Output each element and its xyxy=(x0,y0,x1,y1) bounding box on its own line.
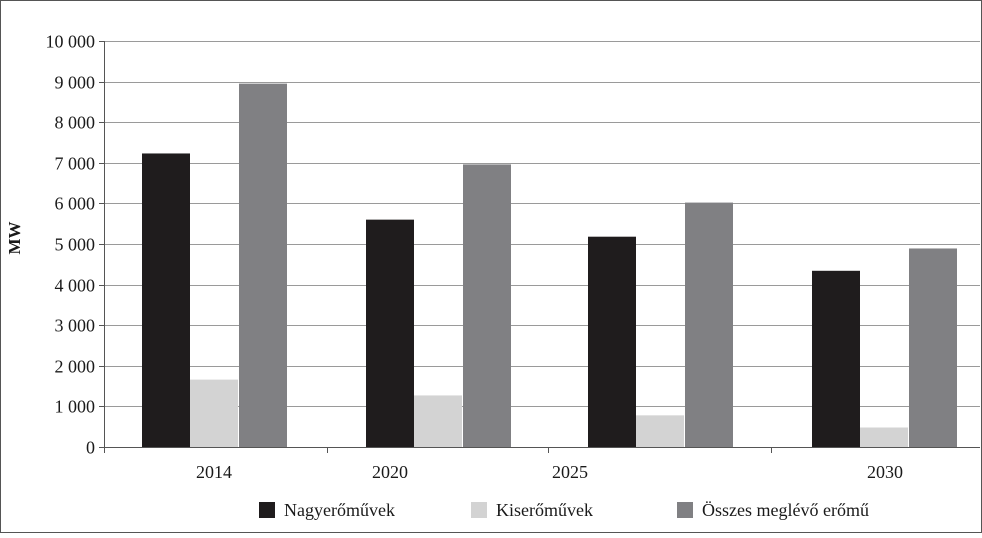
axes: 0 1 000 2 000 3 000 4 000 5 000 6 000 7 000 8 00… xyxy=(46,32,980,482)
y-tick-label: 10 000 xyxy=(46,32,96,52)
legend-label: Összes meglévő erőmű xyxy=(702,500,869,520)
x-tick-label: 2020 xyxy=(372,462,408,482)
y-tick-label: 2 000 xyxy=(55,357,96,377)
bar-2030-2 xyxy=(909,248,957,447)
legend: Nagyerőművek Kiserőművek Összes meglévő er… xyxy=(259,500,869,520)
x-tick-label: 2014 xyxy=(196,462,232,482)
legend-swatch xyxy=(259,502,275,518)
bar-2030-1 xyxy=(860,427,908,447)
y-tick-label: 9 000 xyxy=(55,73,96,93)
bar-2030-0 xyxy=(812,270,860,447)
y-tick-label: 3 000 xyxy=(55,316,96,336)
y-tick-label: 1 000 xyxy=(55,397,96,417)
legend-label: Kiserőművek xyxy=(496,500,593,520)
bar-2014-0 xyxy=(142,153,190,447)
legend-swatch xyxy=(677,502,693,518)
bar-2025-2 xyxy=(685,202,733,447)
bar-2014-1 xyxy=(190,379,238,447)
y-tick-label: 7 000 xyxy=(55,154,96,174)
bars xyxy=(142,83,957,447)
y-tick-label: 4 000 xyxy=(55,276,96,296)
x-tick-label: 2030 xyxy=(867,462,903,482)
bar-2020-2 xyxy=(463,164,511,447)
bar-2014-2 xyxy=(239,83,287,447)
y-tick-label: 5 000 xyxy=(55,235,96,255)
x-tick-label: 2025 xyxy=(552,462,588,482)
legend-label: Nagyerőművek xyxy=(284,500,395,520)
bar-2020-0 xyxy=(366,219,414,447)
bar-2025-1 xyxy=(636,415,684,447)
y-tick-label: 6 000 xyxy=(55,194,96,214)
bar-2025-0 xyxy=(588,236,636,447)
bar-2020-1 xyxy=(414,395,462,447)
y-axis-title: MW xyxy=(5,221,24,254)
y-tick-label: 0 xyxy=(86,438,95,458)
y-tick-label: 8 000 xyxy=(55,113,96,133)
legend-swatch xyxy=(471,502,487,518)
